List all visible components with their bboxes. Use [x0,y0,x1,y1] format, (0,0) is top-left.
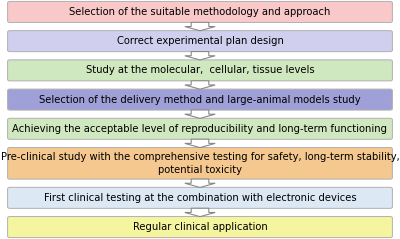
Text: Achieving the acceptable level of reproducibility and long-term functioning: Achieving the acceptable level of reprod… [12,124,388,134]
FancyBboxPatch shape [8,187,392,208]
Polygon shape [185,208,215,217]
Polygon shape [185,139,215,148]
Text: Study at the molecular,  cellular, tissue levels: Study at the molecular, cellular, tissue… [86,65,314,75]
Text: Correct experimental plan design: Correct experimental plan design [116,36,284,46]
Polygon shape [185,179,215,187]
FancyBboxPatch shape [8,217,392,238]
FancyBboxPatch shape [8,31,392,52]
FancyBboxPatch shape [8,118,392,139]
Polygon shape [185,52,215,60]
Text: Selection of the suitable methodology and approach: Selection of the suitable methodology an… [69,7,331,17]
FancyBboxPatch shape [8,89,392,110]
Polygon shape [185,22,215,31]
Text: First clinical testing at the combination with electronic devices: First clinical testing at the combinatio… [44,193,356,203]
FancyBboxPatch shape [8,147,392,179]
Text: Pre-clinical study with the comprehensive testing for safety, long-term stabilit: Pre-clinical study with the comprehensiv… [1,152,399,174]
Polygon shape [185,81,215,89]
FancyBboxPatch shape [8,60,392,81]
Text: Selection of the delivery method and large-animal models study: Selection of the delivery method and lar… [39,95,361,105]
FancyBboxPatch shape [8,1,392,22]
Polygon shape [185,110,215,118]
Text: Regular clinical application: Regular clinical application [133,222,267,232]
